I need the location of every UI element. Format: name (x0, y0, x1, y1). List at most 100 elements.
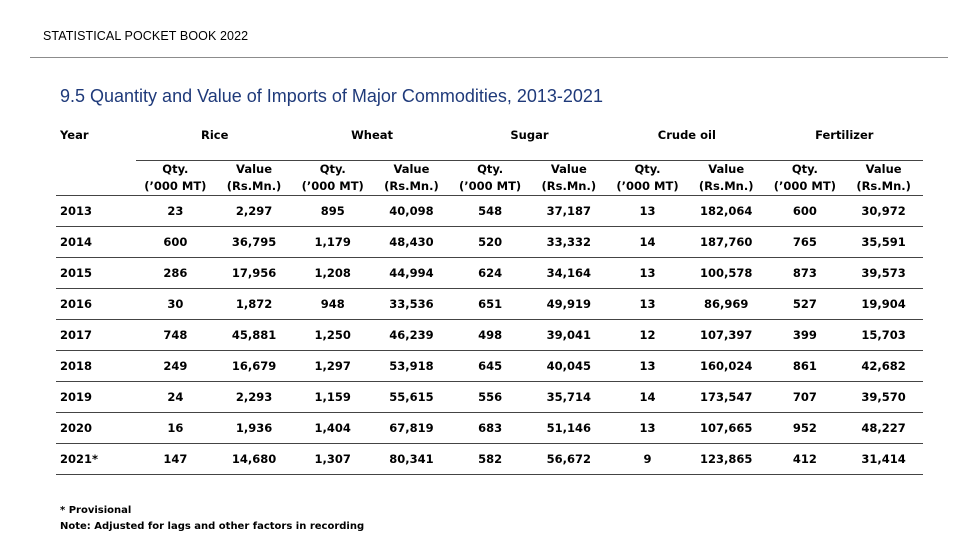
value-cell: 895 (293, 195, 373, 227)
value-cell: 952 (765, 412, 845, 444)
value-cell: 16,679 (214, 350, 294, 382)
value-cell: 765 (765, 226, 845, 258)
value-cell: 13 (608, 195, 687, 227)
value-cell: 498 (450, 319, 530, 351)
sub-header-value: Value (Rs.Mn.) (372, 160, 451, 196)
group-header-sugar: Sugar (510, 128, 549, 142)
gap-cell (56, 146, 136, 161)
value-cell: 1,297 (293, 350, 373, 382)
value-cell: 100,578 (686, 257, 766, 289)
value-cell: 46,239 (372, 319, 451, 351)
value-cell: 624 (450, 257, 530, 289)
gap-cell-ruled (136, 146, 923, 161)
table-row: 2018 249 16,679 1,297 53,918 645 40,045 13 160,0… (56, 350, 923, 382)
sub-header-value: Value (Rs.Mn.) (214, 160, 294, 196)
sub-header-qty-unit: (’000 MT) (301, 179, 364, 193)
group-header-wheat: Wheat (351, 128, 394, 142)
value-cell: 48,227 (844, 412, 923, 444)
sub-header-value-label: Value (550, 162, 587, 176)
value-cell: 748 (136, 319, 215, 351)
value-cell: 19,904 (844, 288, 923, 320)
value-cell: 45,881 (214, 319, 294, 351)
value-cell: 35,591 (844, 226, 923, 258)
sub-header-qty: Qty. (’000 MT) (450, 160, 530, 196)
table-row: 2020 16 1,936 1,404 67,819 683 51,146 13 107,665… (56, 412, 923, 444)
value-cell: 36,795 (214, 226, 294, 258)
table-title: 9.5 Quantity and Value of Imports of Maj… (60, 86, 603, 106)
table-row: 2014 600 36,795 1,179 48,430 520 33,332 14 187,7… (56, 226, 923, 258)
table-row: 2021* 147 14,680 1,307 80,341 582 56,672 9 123,8… (56, 443, 923, 475)
value-cell: 53,918 (372, 350, 451, 382)
general-note: Note: Adjusted for lags and other factor… (60, 521, 365, 532)
value-cell: 39,041 (529, 319, 609, 351)
value-cell: 12 (608, 319, 687, 351)
sub-header-value: Value (Rs.Mn.) (529, 160, 609, 196)
value-cell: 286 (136, 257, 215, 289)
value-cell: 31,414 (844, 443, 923, 475)
sub-header-qty-label: Qty. (791, 162, 818, 176)
sub-header-value-unit: (Rs.Mn.) (698, 179, 754, 193)
value-cell: 30,972 (844, 195, 923, 227)
value-cell: 2,293 (214, 381, 294, 413)
value-cell: 861 (765, 350, 845, 382)
sub-header-qty: Qty. (’000 MT) (765, 160, 845, 196)
sub-header-value-label: Value (865, 162, 902, 176)
sub-header-qty: Qty. (’000 MT) (136, 160, 215, 196)
value-cell: 16 (136, 412, 215, 444)
header-gap-row (56, 146, 923, 161)
sub-header-value-unit: (Rs.Mn.) (856, 179, 911, 193)
value-cell: 13 (608, 288, 687, 320)
value-cell: 1,179 (293, 226, 373, 258)
sub-header-blank (56, 160, 136, 196)
value-cell: 2,297 (214, 195, 294, 227)
value-cell: 1,307 (293, 443, 373, 475)
value-cell: 582 (450, 443, 530, 475)
sub-header-qty-unit: (’000 MT) (773, 179, 836, 193)
value-cell: 600 (136, 226, 215, 258)
value-cell: 49,919 (529, 288, 609, 320)
group-header-row: Year Rice Wheat Sugar Crude oil Fertiliz… (56, 124, 923, 146)
value-cell: 48,430 (372, 226, 451, 258)
value-cell: 412 (765, 443, 845, 475)
sub-header-qty: Qty. (’000 MT) (293, 160, 373, 196)
value-cell: 160,024 (686, 350, 766, 382)
sub-header-qty-unit: (’000 MT) (144, 179, 207, 193)
sub-header-row: Qty. (’000 MT) Value (Rs.Mn.) Qty. (’000 MT) V… (56, 160, 923, 196)
value-cell: 30 (136, 288, 215, 320)
value-cell: 1,936 (214, 412, 294, 444)
year-cell: 2013 (56, 195, 136, 227)
value-cell: 39,573 (844, 257, 923, 289)
header-divider (30, 57, 948, 58)
value-cell: 33,536 (372, 288, 451, 320)
value-cell: 13 (608, 257, 687, 289)
value-cell: 51,146 (529, 412, 609, 444)
sub-header-value: Value (Rs.Mn.) (844, 160, 923, 196)
year-cell: 2016 (56, 288, 136, 320)
value-cell: 600 (765, 195, 845, 227)
sub-header-value-unit: (Rs.Mn.) (384, 179, 439, 193)
sub-header-qty-unit: (’000 MT) (616, 179, 679, 193)
sub-header-value-label: Value (708, 162, 745, 176)
value-cell: 40,045 (529, 350, 609, 382)
value-cell: 948 (293, 288, 373, 320)
year-cell: 2019 (56, 381, 136, 413)
sub-header-qty-label: Qty. (162, 162, 189, 176)
table-body: 2013 23 2,297 895 40,098 548 37,187 13 182,064 60… (56, 195, 923, 475)
value-cell: 39,570 (844, 381, 923, 413)
value-cell: 187,760 (686, 226, 766, 258)
year-header: Year (60, 128, 89, 142)
value-cell: 37,187 (529, 195, 609, 227)
value-cell: 34,164 (529, 257, 609, 289)
value-cell: 1,208 (293, 257, 373, 289)
value-cell: 645 (450, 350, 530, 382)
group-header-crude-oil: Crude oil (657, 128, 716, 142)
sub-header-qty-label: Qty. (319, 162, 346, 176)
value-cell: 182,064 (686, 195, 766, 227)
value-cell: 1,872 (214, 288, 294, 320)
table-row: 2019 24 2,293 1,159 55,615 556 35,714 14 173,547… (56, 381, 923, 413)
sub-header-qty-unit: (’000 MT) (459, 179, 522, 193)
group-header-fertilizer: Fertilizer (815, 128, 874, 142)
value-cell: 44,994 (372, 257, 451, 289)
value-cell: 1,404 (293, 412, 373, 444)
value-cell: 86,969 (686, 288, 766, 320)
